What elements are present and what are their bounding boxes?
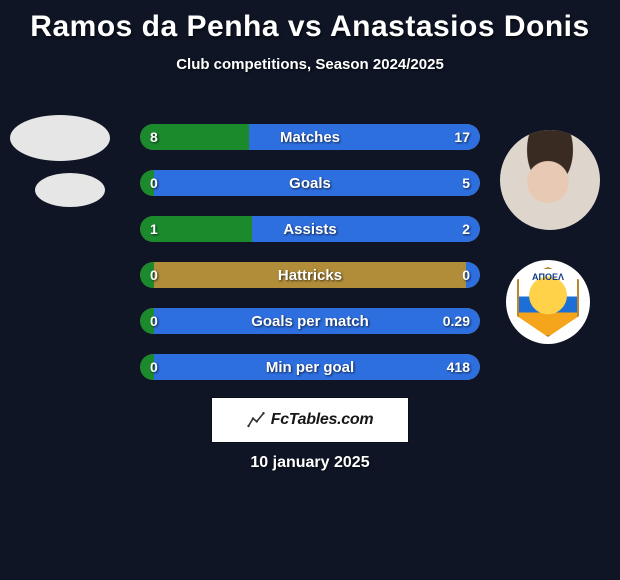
watermark-text: FcTables.com (271, 411, 374, 429)
player1-bar (140, 308, 154, 334)
player2-club-badge: ΑΠΟΕΛ (506, 260, 590, 344)
player2-bar (466, 262, 480, 288)
stat-row-matches: 817Matches (140, 124, 480, 150)
player1-bar (140, 354, 154, 380)
stat-row-min-per-goal: 0418Min per goal (140, 354, 480, 380)
player1-bar (140, 262, 154, 288)
player1-photo (10, 115, 110, 161)
player2-photo (500, 130, 600, 230)
player1-club-badge (35, 173, 105, 207)
player2-bar (249, 124, 480, 150)
watermark: FcTables.com (212, 398, 408, 442)
player1-bar (140, 216, 252, 242)
stat-row-assists: 12Assists (140, 216, 480, 242)
player2-bar (154, 354, 480, 380)
stat-bars: 817Matches 05Goals 12Assists 00Hattricks 00.… (140, 124, 480, 400)
title: Ramos da Penha vs Anastasios Donis (0, 0, 620, 44)
comparison-card: Ramos da Penha vs Anastasios Donis Club … (0, 0, 620, 580)
stat-row-goals-per-match: 00.29Goals per match (140, 308, 480, 334)
player1-bar (140, 170, 154, 196)
stat-row-goals: 05Goals (140, 170, 480, 196)
player2-bar (252, 216, 480, 242)
player1-bar (140, 124, 249, 150)
player2-bar (154, 170, 480, 196)
subtitle: Club competitions, Season 2024/2025 (0, 56, 620, 73)
chart-icon (247, 411, 265, 429)
date: 10 january 2025 (0, 454, 620, 472)
stat-row-hattricks: 00Hattricks (140, 262, 480, 288)
player2-bar (154, 308, 480, 334)
